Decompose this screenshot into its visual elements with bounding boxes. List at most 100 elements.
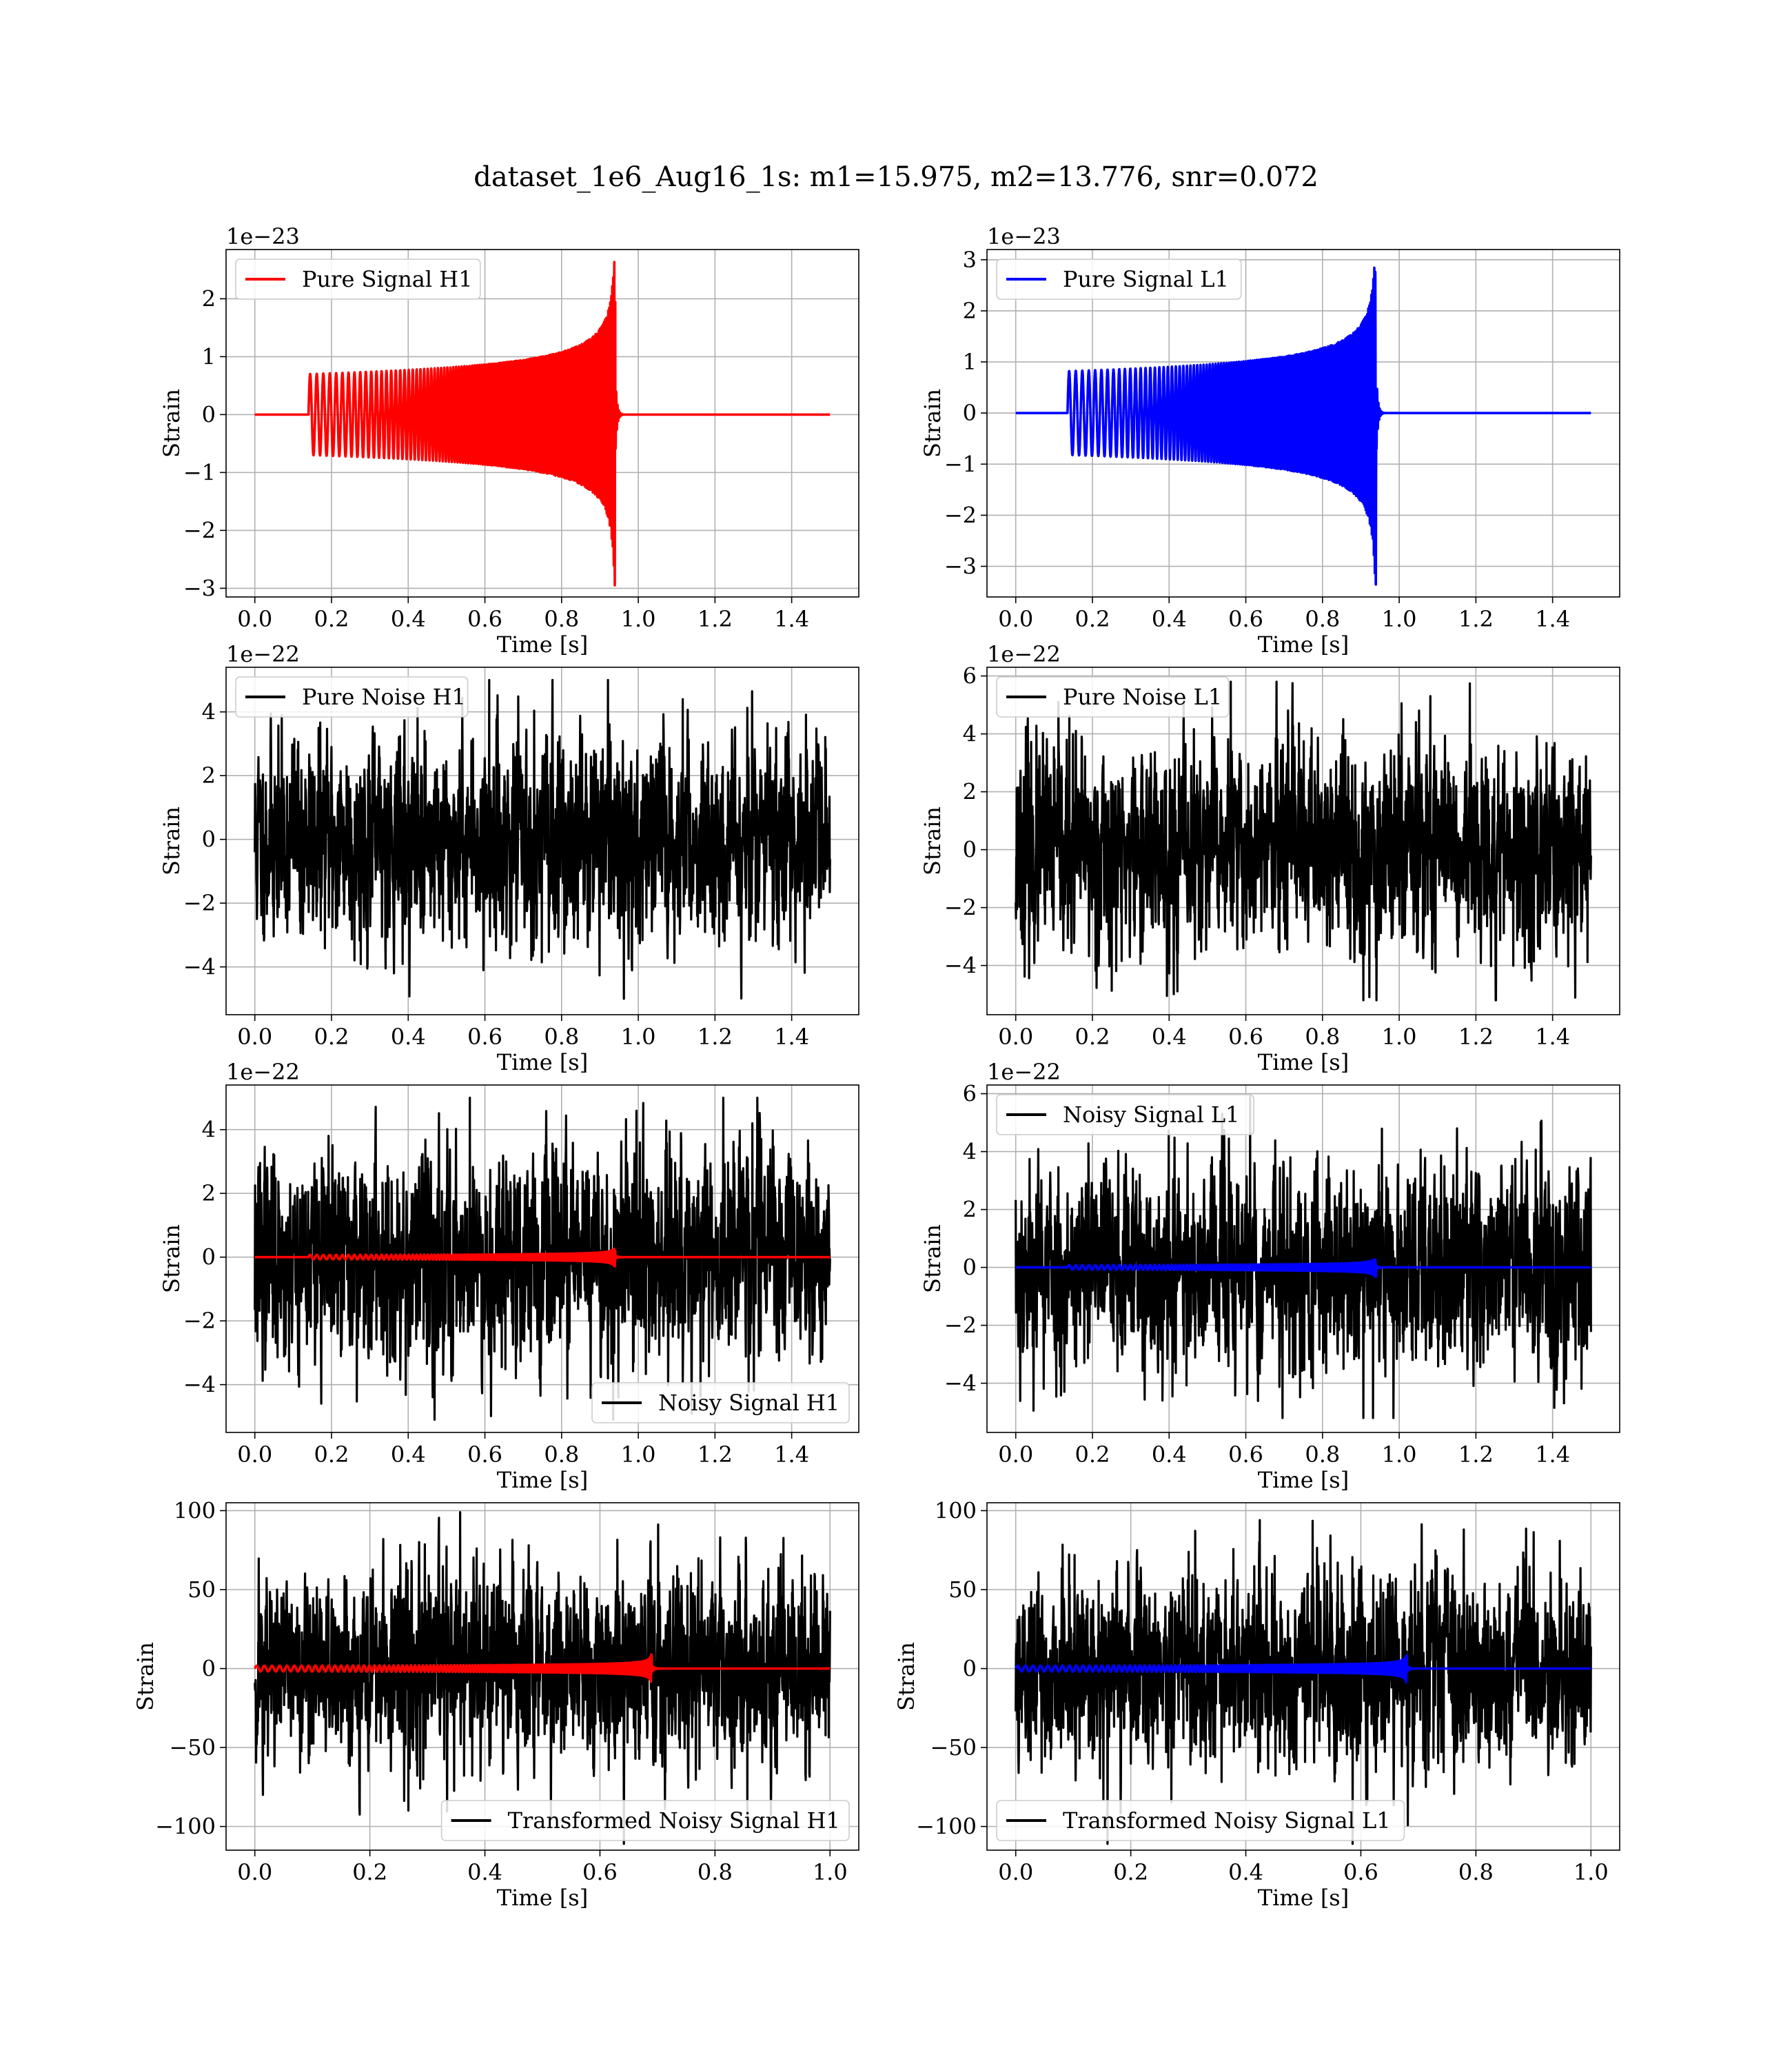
subplot-noisy-signal-h1: 0.0 0.2 0.4 0.6 0.8 1.0 1.2 1.4 −4 −2 0 2 4 Time [s] S… xyxy=(159,1059,859,1493)
x-tick-label: 0.6 xyxy=(582,1859,618,1885)
y-tick-label: 0 xyxy=(202,401,216,427)
legend: Pure Signal L1 xyxy=(996,258,1242,300)
y-offset-label: 1e−23 xyxy=(226,223,300,250)
legend-box xyxy=(235,258,481,300)
x-tick-label: 0.2 xyxy=(314,606,349,632)
x-tick-label: 0.8 xyxy=(698,1859,733,1885)
x-tick-label: 0.2 xyxy=(314,1024,349,1050)
y-tick-label: −100 xyxy=(155,1814,216,1840)
x-tick-label: 1.0 xyxy=(1382,1441,1417,1468)
y-tick-label: 4 xyxy=(202,699,216,725)
y-tick-label: 100 xyxy=(935,1497,977,1523)
x-axis-label: Time [s] xyxy=(1258,1467,1349,1493)
y-offset-label: 1e−22 xyxy=(226,641,300,667)
subplot-noisy-signal-l1: 0.0 0.2 0.4 0.6 0.8 1.0 1.2 1.4 −4 −2 0 2 4 6 Time [s]… xyxy=(919,1059,1620,1493)
x-tick-label: 0.0 xyxy=(237,1441,272,1468)
x-tick-label: 1.2 xyxy=(698,1024,733,1050)
y-tick-label: 6 xyxy=(963,663,977,689)
plot-area xyxy=(254,261,831,587)
y-tick-label: 2 xyxy=(963,298,977,324)
series-line-0 xyxy=(1015,1095,1592,1419)
series-line-0 xyxy=(1015,1519,1592,1845)
plot-area xyxy=(254,1096,831,1421)
y-tick-label: −4 xyxy=(183,1372,216,1398)
y-tick-label: −50 xyxy=(930,1734,977,1761)
x-tick-label: 0.0 xyxy=(998,1859,1033,1885)
y-tick-label: −4 xyxy=(944,1370,977,1397)
y-tick-label: 1 xyxy=(963,349,977,375)
y-tick-label: −2 xyxy=(944,895,977,921)
y-offset-label: 1e−22 xyxy=(226,1059,300,1085)
y-tick-label: 2 xyxy=(963,779,977,805)
y-tick-label: 0 xyxy=(963,1656,977,1682)
y-tick-label: 2 xyxy=(963,1197,977,1223)
plot-area xyxy=(254,1511,831,1845)
x-tick-label: 1.4 xyxy=(774,1441,809,1468)
x-tick-label: 0.2 xyxy=(314,1441,349,1468)
x-axis-label: Time [s] xyxy=(497,1049,588,1075)
figure-title: dataset_1e6_Aug16_1s: m1=15.975, m2=13.7… xyxy=(474,161,1318,193)
legend-box xyxy=(440,1800,850,1841)
y-tick-label: 50 xyxy=(948,1577,977,1603)
x-tick-label: 0.6 xyxy=(467,606,502,632)
plot-area xyxy=(1015,680,1592,1002)
y-tick-label: −2 xyxy=(944,502,977,528)
x-tick-label: 1.2 xyxy=(1458,1441,1494,1468)
y-tick-label: 4 xyxy=(963,1139,977,1165)
series-line-1 xyxy=(1015,1258,1592,1279)
x-tick-label: 1.0 xyxy=(813,1859,848,1885)
y-tick-label: −2 xyxy=(944,1312,977,1339)
x-tick-label: 0.6 xyxy=(1343,1859,1378,1885)
series-line-1 xyxy=(254,1653,831,1683)
x-tick-label: 0.0 xyxy=(998,606,1033,632)
x-tick-label: 0.8 xyxy=(544,1024,579,1050)
y-tick-label: 6 xyxy=(963,1081,977,1107)
legend-label: Noisy Signal L1 xyxy=(1063,1102,1240,1128)
y-tick-label: 50 xyxy=(187,1577,216,1603)
legend: Pure Noise H1 xyxy=(235,676,469,718)
x-tick-label: 1.0 xyxy=(1574,1859,1609,1885)
y-offset-label: 1e−22 xyxy=(987,1059,1061,1085)
x-tick-label: 0.2 xyxy=(1075,1024,1110,1050)
x-tick-label: 1.0 xyxy=(621,606,656,632)
series-line-1 xyxy=(254,1247,831,1268)
y-axis-label: Strain xyxy=(893,1642,919,1711)
x-axis-label: Time [s] xyxy=(1258,631,1349,658)
x-tick-label: 0.2 xyxy=(1075,606,1110,632)
x-tick-label: 0.4 xyxy=(1152,1024,1187,1050)
x-tick-label: 0.8 xyxy=(1458,1859,1494,1885)
x-tick-label: 0.2 xyxy=(1113,1859,1148,1885)
x-tick-label: 1.2 xyxy=(698,1441,733,1468)
y-tick-label: −50 xyxy=(169,1734,216,1761)
legend-label: Pure Noise H1 xyxy=(302,684,466,710)
legend-box xyxy=(996,676,1230,718)
y-tick-label: 2 xyxy=(202,285,216,312)
y-tick-label: 4 xyxy=(963,721,977,747)
axes-frame xyxy=(986,249,1620,598)
y-axis-label: Strain xyxy=(919,807,946,875)
y-tick-label: 4 xyxy=(202,1117,216,1143)
x-tick-label: 1.2 xyxy=(1458,606,1494,632)
x-axis-label: Time [s] xyxy=(497,631,588,658)
y-tick-label: 0 xyxy=(202,827,216,853)
legend: Pure Noise L1 xyxy=(996,676,1230,718)
y-axis-label: Strain xyxy=(159,1224,185,1293)
legend-box xyxy=(235,676,469,718)
x-tick-label: 1.0 xyxy=(1382,1024,1417,1050)
x-tick-label: 1.2 xyxy=(698,606,733,632)
x-tick-label: 0.4 xyxy=(391,1024,426,1050)
y-tick-label: 3 xyxy=(963,247,977,273)
y-tick-label: 0 xyxy=(202,1656,216,1682)
legend-box xyxy=(591,1382,850,1423)
y-tick-label: −2 xyxy=(183,1308,216,1334)
x-axis-label: Time [s] xyxy=(1258,1885,1349,1911)
x-axis-label: Time [s] xyxy=(1258,1049,1349,1075)
x-tick-label: 0.8 xyxy=(1305,1441,1340,1468)
legend-box xyxy=(996,1094,1254,1135)
y-tick-label: 0 xyxy=(202,1244,216,1270)
legend-label: Pure Signal L1 xyxy=(1063,266,1229,292)
subplot-pure-noise-h1: 0.0 0.2 0.4 0.6 0.8 1.0 1.2 1.4 −4 −2 0 2 4 Time [s] S… xyxy=(159,641,859,1075)
x-tick-label: 1.4 xyxy=(1535,1024,1570,1050)
y-tick-label: 100 xyxy=(174,1497,216,1523)
axes-frame xyxy=(225,1502,859,1851)
